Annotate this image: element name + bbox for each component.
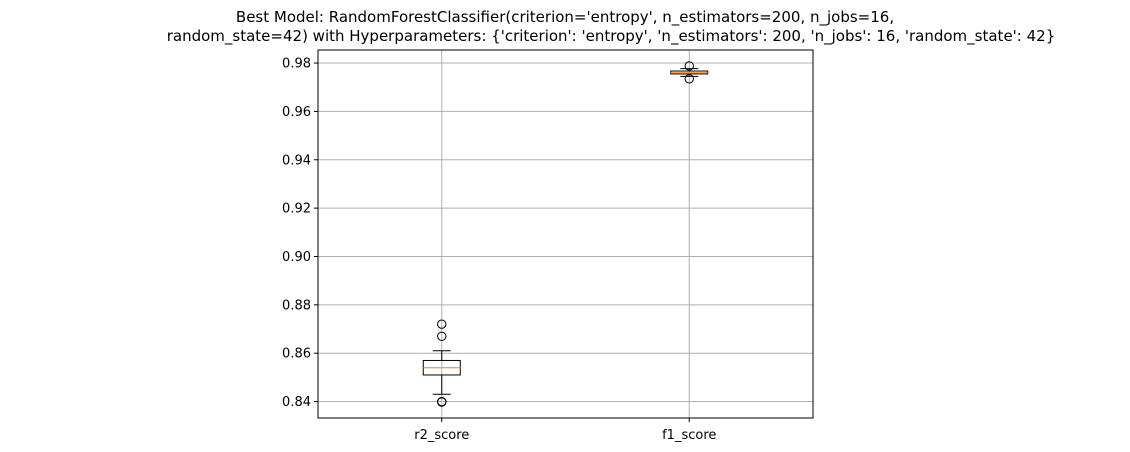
chart-title-line-1: Best Model: RandomForestClassifier(crite… <box>236 8 894 27</box>
box-group-f1_score <box>670 61 709 84</box>
y-tick-label-2: 0.88 <box>282 298 311 313</box>
y-tick-label-5: 0.94 <box>282 153 311 168</box>
y-tick-label-3: 0.90 <box>282 250 311 265</box>
box-group-r2_score <box>422 319 461 407</box>
outlier-point-2 <box>437 331 447 341</box>
x-tick-label-1: f1_score <box>662 428 716 443</box>
grid-lines <box>318 50 813 418</box>
y-tick-label-7: 0.98 <box>282 57 311 72</box>
x-axis: r2_score f1_score <box>414 418 716 443</box>
y-axis: 0.84 0.86 0.88 0.90 0.92 0.94 0.96 0.98 <box>282 57 318 410</box>
y-tick-label-4: 0.92 <box>282 202 311 217</box>
y-tick-label-1: 0.86 <box>282 347 311 362</box>
outlier-point-1 <box>684 61 694 71</box>
plot-frame <box>317 49 814 419</box>
chart-title-line-2: random_state=42) with Hyperparameters: {… <box>167 27 1056 46</box>
x-tick-label-0: r2_score <box>414 428 469 443</box>
outlier-point-3 <box>437 319 447 329</box>
boxes-layer <box>422 61 709 407</box>
y-tick-label-0: 0.84 <box>282 395 311 410</box>
outlier-point-0 <box>684 74 694 84</box>
outlier-point-1 <box>437 396 447 407</box>
y-tick-label-6: 0.96 <box>282 105 311 120</box>
